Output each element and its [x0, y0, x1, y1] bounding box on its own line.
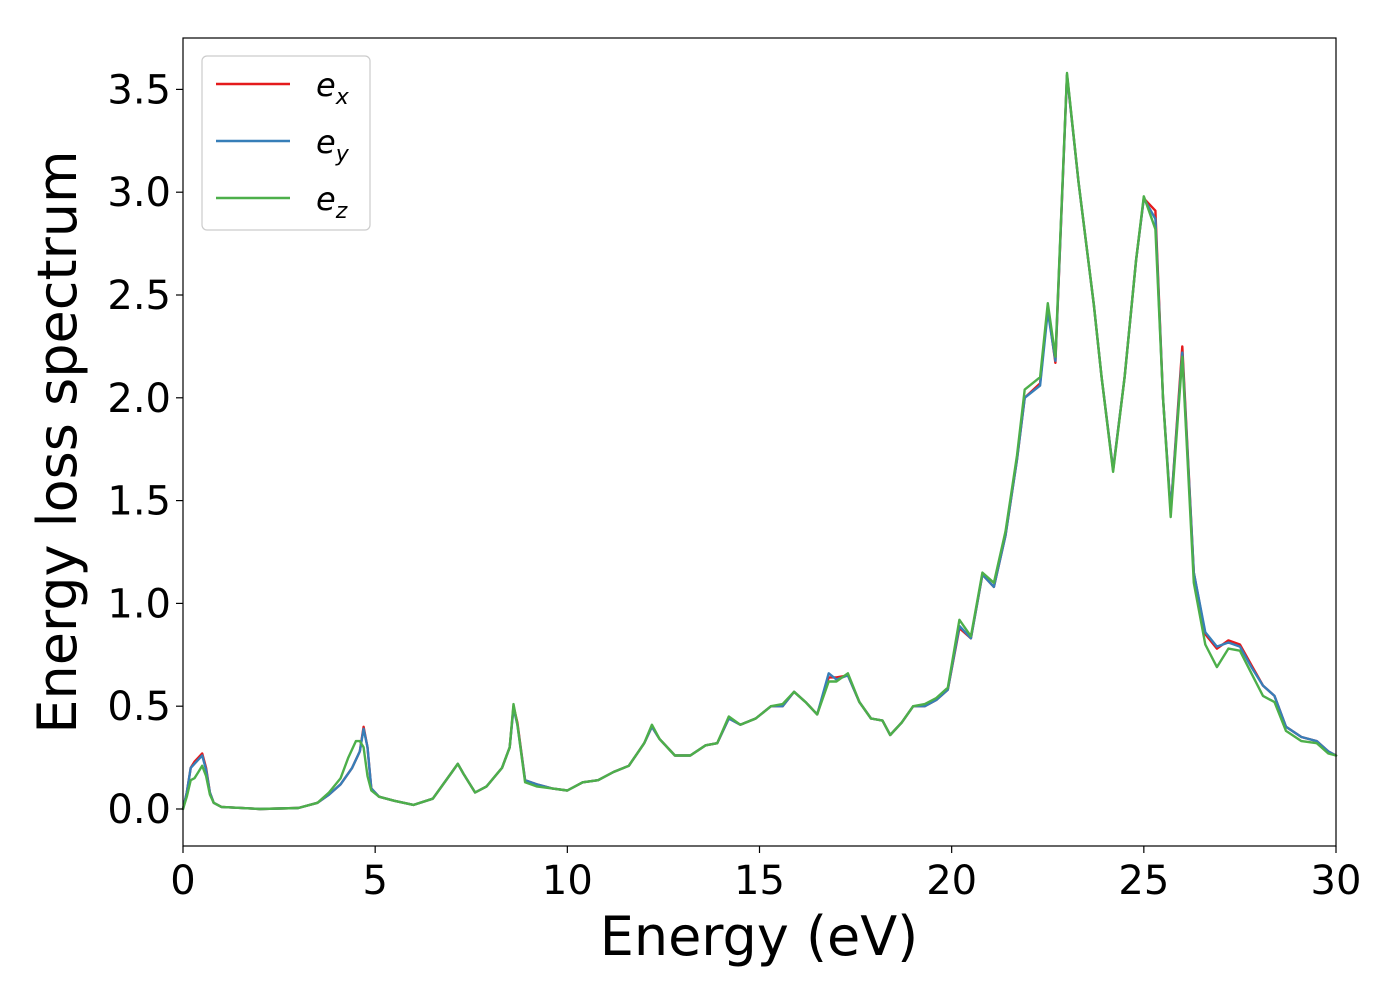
- y-tick-label: 3.0: [107, 170, 171, 216]
- x-tick-label: 10: [542, 858, 593, 904]
- y-tick-label: 3.5: [107, 67, 171, 113]
- y-axis-title: Energy loss spectrum: [26, 150, 89, 733]
- x-tick-label: 5: [362, 858, 387, 904]
- x-tick-label: 0: [170, 858, 195, 904]
- x-tick-label: 15: [734, 858, 785, 904]
- legend-label-e-y: ey: [316, 123, 350, 167]
- x-tick-label: 20: [926, 858, 977, 904]
- x-axis: 0 5 10 15 20 25 30: [170, 846, 1361, 904]
- legend-label-e-z: ez: [316, 180, 348, 224]
- plot-area: [181, 71, 1338, 811]
- legend: ex ey ez: [201, 55, 371, 231]
- legend-box: [201, 55, 371, 231]
- y-axis: 0.0 0.5 1.0 1.5 2.0 2.5 3.0 3.5: [107, 67, 183, 833]
- y-tick-label: 0.5: [107, 684, 171, 730]
- series-line-e-z: [181, 71, 1338, 811]
- legend-label-e-x: ex: [316, 66, 350, 110]
- y-tick-label: 2.0: [107, 376, 171, 422]
- y-tick-label: 1.0: [107, 581, 171, 627]
- x-axis-title: Energy (eV): [600, 905, 919, 968]
- y-tick-label: 1.5: [107, 479, 171, 525]
- y-tick-label: 2.5: [107, 273, 171, 319]
- y-tick-label: 0.0: [107, 787, 171, 833]
- x-tick-label: 25: [1118, 858, 1169, 904]
- x-tick-label: 30: [1311, 858, 1362, 904]
